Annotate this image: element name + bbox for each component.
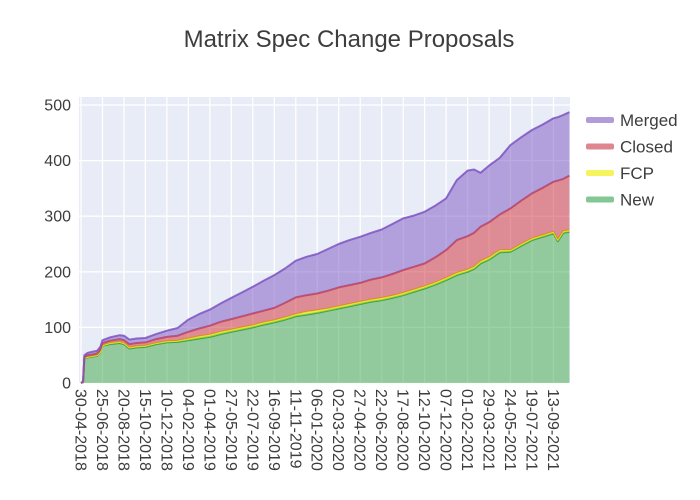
line-new <box>80 230 570 384</box>
y-tick-label: 100 <box>44 320 71 337</box>
x-tick-label: 24-05-2021 <box>501 389 518 471</box>
x-tick-label: 27-04-2020 <box>351 389 368 471</box>
x-tick-label: 17-08-2020 <box>394 389 411 471</box>
line-merged <box>80 111 570 384</box>
legend-swatch-new <box>586 196 614 203</box>
x-tick-label: 19-07-2021 <box>523 389 540 471</box>
x-tick-label: 25-06-2018 <box>93 389 110 471</box>
x-tick-label: 01-02-2021 <box>458 389 475 471</box>
y-tick-label: 300 <box>44 209 71 226</box>
x-tick-label: 29-03-2021 <box>480 389 497 471</box>
y-tick-label: 500 <box>44 98 71 115</box>
x-tick-label: 13-09-2021 <box>544 389 561 471</box>
x-tick-label: 12-10-2020 <box>415 389 432 471</box>
x-tick-label: 01-04-2019 <box>200 389 217 471</box>
x-tick-label: 22-06-2020 <box>372 389 389 471</box>
legend-swatch-merged <box>586 117 614 123</box>
y-tick-label: 400 <box>44 153 71 170</box>
x-tick-label: 16-09-2019 <box>265 389 282 471</box>
area-closed <box>81 175 570 383</box>
legend-label-fcp: FCP <box>620 164 654 183</box>
y-tick-label: 200 <box>44 264 71 281</box>
legend-item-closed[interactable]: Closed <box>586 138 673 157</box>
legend-swatch-closed <box>586 143 614 150</box>
legend-label-closed: Closed <box>620 138 673 157</box>
x-tick-label: 02-03-2020 <box>329 389 346 471</box>
x-tick-label: 06-01-2020 <box>308 389 325 471</box>
x-tick-label: 30-04-2018 <box>72 389 89 471</box>
chart-title: Matrix Spec Change Proposals <box>184 26 515 53</box>
x-tick-label: 20-08-2018 <box>115 389 132 471</box>
x-tick-label: 07-12-2020 <box>437 389 454 471</box>
area-merged <box>81 112 570 383</box>
y-tick-label: 0 <box>62 376 71 393</box>
legend-label-merged: Merged <box>620 111 678 130</box>
legend-swatch-fcp <box>586 170 614 176</box>
x-tick-label: 22-07-2019 <box>243 389 260 471</box>
x-tick-label: 04-02-2019 <box>179 389 196 471</box>
x-tick-label: 11-11-2019 <box>286 389 303 469</box>
x-tick-label: 10-12-2018 <box>157 389 174 471</box>
legend-item-fcp[interactable]: FCP <box>586 164 654 183</box>
area-new <box>81 231 570 383</box>
legend-item-merged[interactable]: Merged <box>586 111 678 130</box>
legend-label-new: New <box>620 191 655 210</box>
x-tick-label: 15-10-2018 <box>136 389 153 471</box>
legend-item-new[interactable]: New <box>586 191 655 210</box>
x-tick-label: 27-05-2019 <box>222 389 239 471</box>
